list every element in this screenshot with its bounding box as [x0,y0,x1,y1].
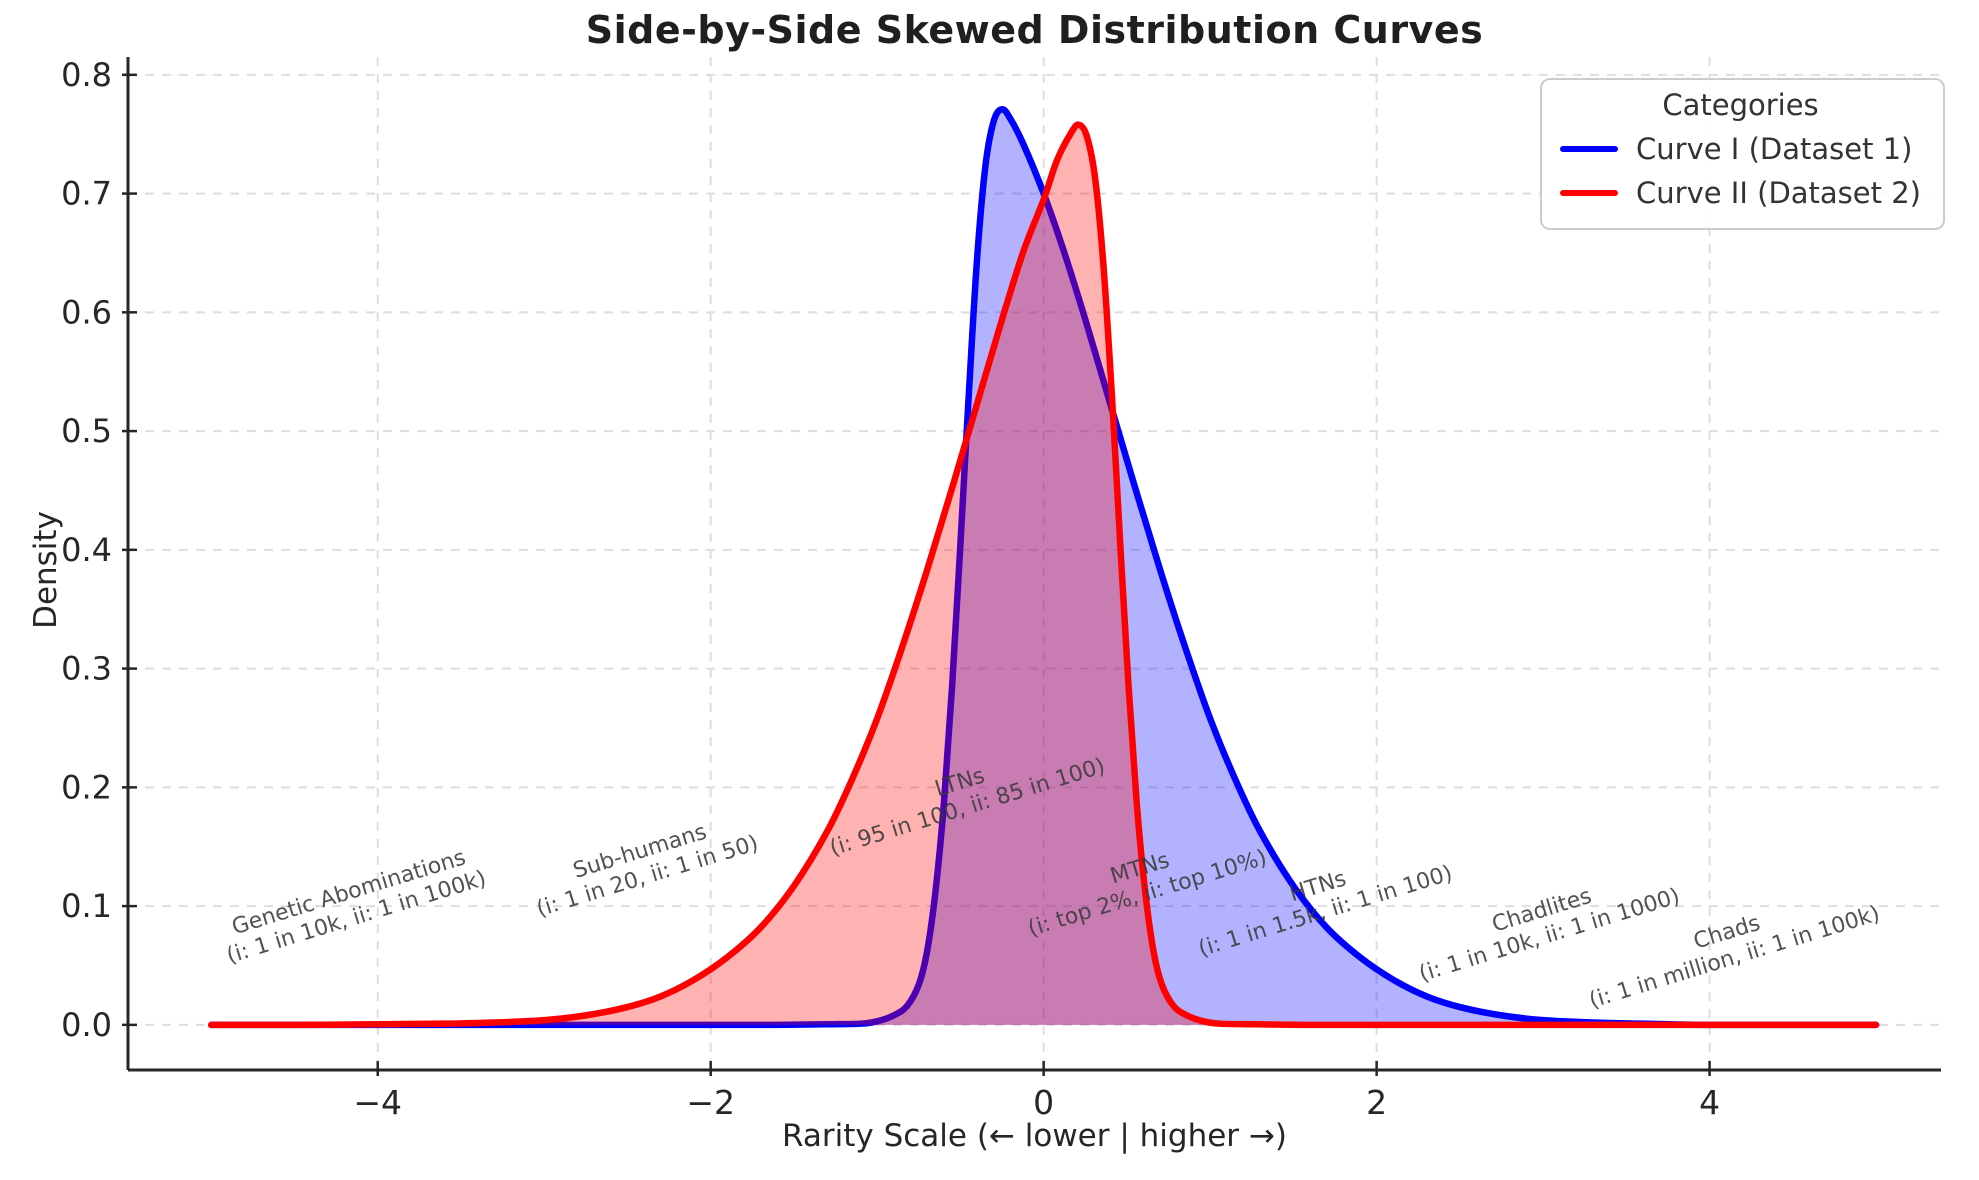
x-tick-label: 0 [1033,1083,1054,1122]
curve-fill-1 [211,109,1877,1025]
y-tick-label: 0.2 [61,768,112,806]
distribution-curves [207,106,1880,1029]
y-tick-label: 0.0 [61,1006,112,1044]
x-tick-label: 4 [1699,1083,1720,1122]
curve-line-1 [207,106,1880,1029]
legend-entry-2: Curve II (Dataset 2) [1560,176,1921,210]
x-axis-label: Rarity Scale (← lower | higher →) [782,1118,1287,1154]
y-tick-label: 0.4 [61,531,112,569]
y-tick-label: 0.1 [61,887,112,925]
chart-title: Side-by-Side Skewed Distribution Curves [585,8,1484,52]
legend-title: Categories [1662,88,1819,122]
legend-line-swatch [1560,146,1619,152]
y-tick-label: 0.7 [61,175,112,213]
y-tick-label: 0.3 [61,650,112,688]
legend-entry-label: Curve I (Dataset 1) [1636,132,1913,166]
x-tick-label: −4 [353,1083,402,1122]
legend-entry-label: Curve II (Dataset 2) [1636,176,1921,210]
y-axis-label: Density [28,511,64,629]
gridlines [128,57,1941,1070]
axes-spines-and-ticks [122,57,1941,1076]
curve-fill-2 [211,124,1877,1025]
legend-entry-1: Curve I (Dataset 1) [1560,132,1921,166]
legend-line-swatch [1560,190,1619,196]
tick-labels: −4 −2 0 2 4 0.0 0.1 0.2 0.3 0.4 0.5 0.6 0.7 0.8 [61,56,1720,1122]
y-tick-label: 0.6 [61,293,112,331]
legend: Categories Curve I (Dataset 1) Curve II (… [1540,78,1945,230]
y-tick-label: 0.5 [61,412,112,450]
x-tick-label: 2 [1366,1083,1387,1122]
legend-entries: Curve I (Dataset 1) Curve II (Dataset 2) [1560,132,1921,210]
y-tick-label: 0.8 [61,56,112,94]
x-tick-label: −2 [686,1083,735,1122]
curve-line-2 [207,121,1880,1029]
